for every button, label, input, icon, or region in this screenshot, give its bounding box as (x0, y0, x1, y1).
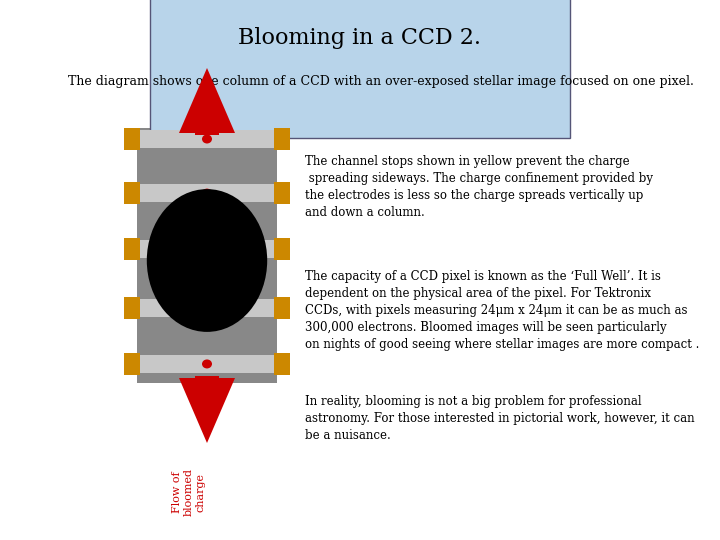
Ellipse shape (202, 134, 212, 144)
Bar (137, 240, 277, 258)
Bar (124, 238, 140, 260)
Bar (124, 182, 140, 204)
Bar (195, 376, 219, 396)
Ellipse shape (147, 189, 267, 332)
Ellipse shape (202, 245, 212, 254)
Text: The diagram shows one column of a CCD with an over-exposed stellar image focused: The diagram shows one column of a CCD wi… (68, 76, 694, 89)
Bar (274, 128, 290, 150)
Polygon shape (179, 378, 235, 443)
Bar (124, 128, 140, 150)
Bar (137, 355, 277, 373)
Ellipse shape (202, 360, 212, 368)
Bar (124, 353, 140, 375)
Text: The channel stops shown in yellow prevent the charge
 spreading sideways. The ch: The channel stops shown in yellow preven… (305, 155, 653, 219)
Text: Blooming in a CCD 2.: Blooming in a CCD 2. (238, 27, 482, 49)
Bar (137, 130, 277, 148)
Text: Flow of
bloomed
charge: Flow of bloomed charge (172, 468, 206, 516)
Bar (137, 184, 277, 202)
Bar (274, 297, 290, 319)
Ellipse shape (202, 303, 212, 312)
Text: The capacity of a CCD pixel is known as the ‘Full Well’. It is
dependent on the : The capacity of a CCD pixel is known as … (305, 270, 699, 351)
Bar (137, 128, 277, 383)
Bar (124, 297, 140, 319)
Bar (274, 182, 290, 204)
Bar (274, 353, 290, 375)
Bar (137, 299, 277, 317)
Bar (274, 238, 290, 260)
Polygon shape (179, 68, 235, 133)
Text: In reality, blooming is not a big problem for professional
astronomy. For those : In reality, blooming is not a big proble… (305, 395, 695, 442)
Ellipse shape (202, 188, 212, 198)
Bar (195, 115, 219, 135)
